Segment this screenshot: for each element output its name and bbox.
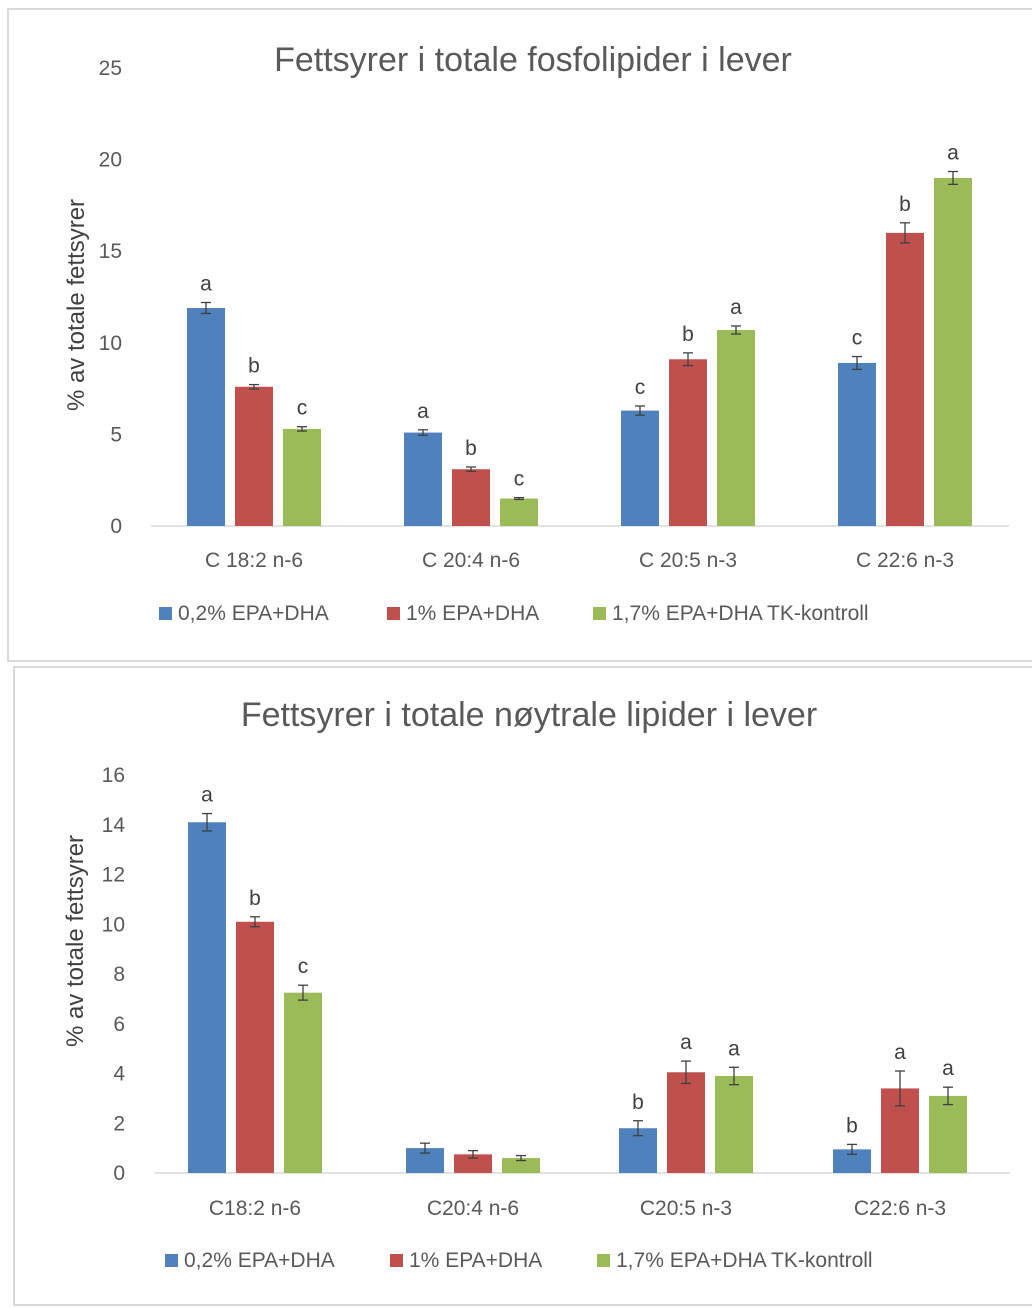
- y-tick-label: 6: [113, 1013, 125, 1036]
- legend-label: 0,2% EPA+DHA: [184, 1249, 335, 1272]
- significance-label: b: [465, 437, 477, 460]
- significance-label: a: [730, 296, 742, 319]
- y-tick-label: 0: [113, 1162, 125, 1185]
- bar: [886, 232, 924, 526]
- bar: [404, 432, 442, 526]
- y-tick-label: 14: [102, 814, 126, 837]
- chart-title: Fettsyrer i totale nøytrale lipider i le…: [241, 696, 817, 734]
- y-tick-label: 8: [113, 963, 125, 986]
- significance-label: a: [680, 1031, 692, 1054]
- x-tick-label: C18:2 n-6: [209, 1197, 301, 1220]
- significance-label: c: [298, 955, 309, 978]
- y-tick-label: 10: [102, 913, 125, 936]
- legend-label: 0,2% EPA+DHA: [178, 602, 329, 625]
- chart-panel-phospholipids: Fettsyrer i totale fosfolipider i lever …: [7, 8, 1032, 662]
- y-axis-label: % av totale fettsyrer: [63, 199, 90, 411]
- bar: [929, 1095, 967, 1173]
- bar: [187, 307, 225, 526]
- chart-panel-neutral-lipids: Fettsyrer i totale nøytrale lipider i le…: [13, 666, 1032, 1306]
- legend: 0,2% EPA+DHA 1% EPA+DHA 1,7% EPA+DHA TK-ko…: [165, 1249, 873, 1272]
- legend-label: 1,7% EPA+DHA TK-kontroll: [612, 602, 869, 625]
- significance-label: b: [899, 193, 911, 216]
- legend: 0,2% EPA+DHA 1% EPA+DHA 1,7% EPA+DHA TK-ko…: [159, 602, 869, 625]
- significance-label: c: [297, 397, 308, 420]
- y-tick-label: 5: [110, 423, 122, 446]
- x-tick-label: C20:4 n-6: [427, 1197, 519, 1220]
- legend-swatch: [593, 607, 606, 620]
- chart-neutral-lipids: Fettsyrer i totale nøytrale lipider i le…: [62, 696, 1010, 1272]
- y-tick-label: 20: [99, 149, 122, 172]
- bar: [934, 177, 972, 527]
- y-tick-labels: 0 2 4 6 8 10 12 14 16: [102, 764, 126, 1185]
- legend-swatch: [165, 1254, 178, 1267]
- legend-swatch: [390, 1254, 403, 1267]
- chart-phospholipids: Fettsyrer i totale fosfolipider i lever …: [63, 41, 1009, 625]
- x-tick-label: C 20:4 n-6: [422, 549, 520, 572]
- bar: [833, 1149, 871, 1173]
- significance-label: a: [942, 1057, 954, 1080]
- bar: [236, 921, 274, 1173]
- x-tick-labels: C 18:2 n-6 C 20:4 n-6 C 20:5 n-3 C 22:6 n-3: [205, 549, 954, 572]
- bar: [452, 469, 490, 526]
- bar: [715, 1075, 753, 1173]
- legend-label: 1% EPA+DHA: [409, 1249, 542, 1272]
- x-tick-label: C 18:2 n-6: [205, 549, 303, 572]
- y-tick-labels: 0 5 10 15 20 25: [99, 57, 122, 538]
- bar: [454, 1154, 492, 1173]
- significance-label: a: [894, 1041, 906, 1064]
- significance-label: b: [846, 1114, 858, 1137]
- significance-label: c: [635, 376, 646, 399]
- significance-label: a: [417, 400, 429, 423]
- legend-swatch: [387, 607, 400, 620]
- significance-label: c: [852, 327, 863, 350]
- bar: [284, 992, 322, 1173]
- bar: [500, 498, 538, 526]
- significance-label: a: [728, 1037, 740, 1060]
- legend-swatch: [597, 1254, 610, 1267]
- significance-label: c: [514, 468, 525, 491]
- bar: [838, 362, 876, 526]
- bars: a b b b a a c a a: [188, 784, 967, 1173]
- x-tick-label: C22:6 n-3: [854, 1197, 946, 1220]
- significance-label: a: [200, 272, 212, 295]
- y-tick-label: 0: [110, 515, 122, 538]
- y-tick-label: 15: [99, 240, 122, 263]
- x-tick-label: C20:5 n-3: [640, 1197, 732, 1220]
- y-tick-label: 25: [99, 57, 122, 80]
- x-tick-labels: C18:2 n-6 C20:4 n-6 C20:5 n-3 C22:6 n-3: [209, 1197, 946, 1220]
- chart-title: Fettsyrer i totale fosfolipider i lever: [274, 41, 792, 79]
- bar: [669, 359, 707, 526]
- bar: [235, 386, 273, 526]
- bar: [502, 1158, 540, 1173]
- bars: a a c c b b b b c c a a: [187, 142, 972, 527]
- significance-label: a: [201, 784, 213, 807]
- bar: [667, 1072, 705, 1173]
- legend-swatch: [159, 607, 172, 620]
- bar: [283, 428, 321, 526]
- significance-label: b: [249, 887, 261, 910]
- significance-label: b: [682, 323, 694, 346]
- x-tick-label: C 20:5 n-3: [639, 549, 737, 572]
- y-tick-label: 4: [113, 1063, 125, 1086]
- bar: [621, 410, 659, 526]
- legend-label: 1% EPA+DHA: [406, 602, 539, 625]
- y-tick-label: 10: [99, 332, 122, 355]
- significance-label: b: [248, 355, 260, 378]
- y-axis-label: % av totale fettsyrer: [62, 835, 89, 1047]
- x-tick-label: C 22:6 n-3: [856, 549, 954, 572]
- significance-label: b: [632, 1091, 644, 1114]
- y-tick-label: 12: [102, 864, 125, 887]
- bar: [188, 822, 226, 1173]
- significance-label: a: [947, 142, 959, 165]
- y-tick-label: 16: [102, 764, 125, 787]
- y-tick-label: 2: [113, 1112, 125, 1135]
- bar: [717, 329, 755, 526]
- legend-label: 1,7% EPA+DHA TK-kontroll: [616, 1249, 873, 1272]
